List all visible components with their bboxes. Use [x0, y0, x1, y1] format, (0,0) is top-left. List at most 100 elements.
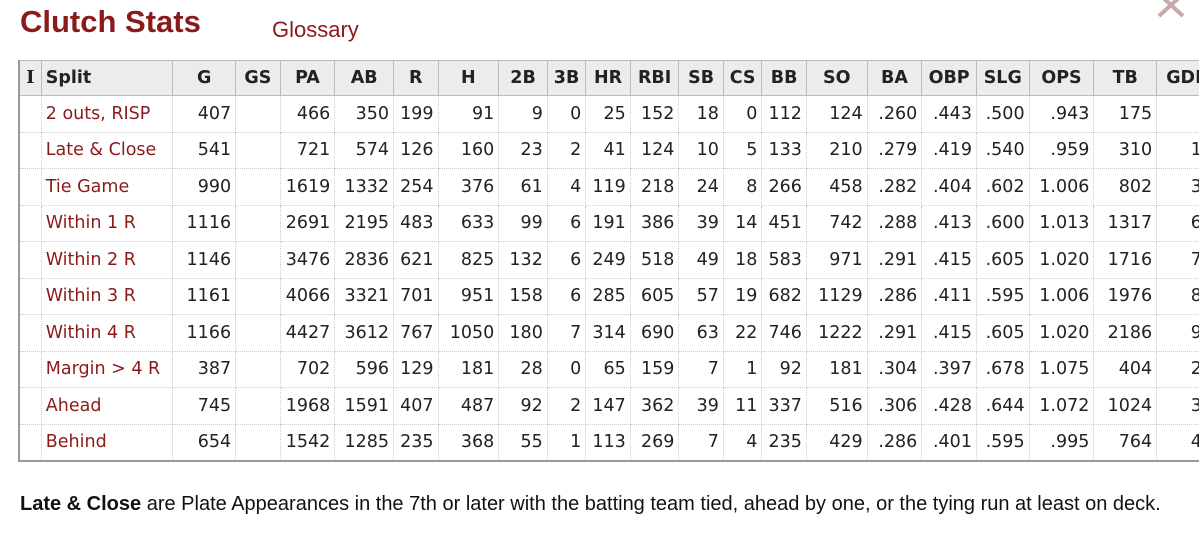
stat-cell: 49	[678, 241, 724, 279]
stat-cell: 2	[547, 132, 587, 169]
split-name[interactable]: Late & Close	[41, 132, 174, 169]
stat-cell: 7	[678, 424, 724, 462]
stat-cell: .401	[921, 424, 977, 462]
stat-cell: 28	[498, 351, 548, 388]
stat-cell: 971	[806, 241, 868, 279]
stat-cell: .605	[976, 241, 1030, 279]
stat-cell: 0	[547, 95, 587, 133]
split-name[interactable]: Within 2 R	[41, 241, 174, 279]
stat-cell: 1.006	[1029, 278, 1095, 315]
stat-cell: 18	[723, 241, 763, 279]
stat-cell: .995	[1029, 424, 1095, 462]
stat-cell: 487	[438, 387, 500, 425]
stat-cell: 199	[393, 95, 439, 133]
stat-cell: .291	[867, 314, 923, 352]
stat-cell: 4427	[280, 314, 336, 352]
stat-cell: 802	[1093, 168, 1158, 206]
split-name[interactable]: Ahead	[41, 387, 174, 425]
stat-cell: 18	[678, 95, 724, 133]
stat-cell: 702	[280, 351, 336, 388]
stat-cell: 254	[393, 168, 439, 206]
stat-cell: 7	[547, 314, 587, 352]
stat-cell: 458	[806, 168, 868, 206]
empty-cell	[235, 95, 281, 133]
row-marker-cell	[17, 241, 42, 279]
stat-cell: 160	[438, 132, 500, 169]
stat-cell: 3321	[334, 278, 394, 315]
page-title: Clutch Stats	[20, 4, 201, 39]
stat-cell: 152	[630, 95, 680, 133]
stat-cell: 1.013	[1029, 205, 1095, 242]
stat-cell: .411	[921, 278, 977, 315]
split-name[interactable]: Within 1 R	[41, 205, 174, 242]
stat-cell: 0	[723, 95, 763, 133]
stat-cell: 8	[723, 168, 763, 206]
stat-cell: 541	[172, 132, 237, 169]
stat-cell: 1619	[280, 168, 336, 206]
stat-cell: 764	[1093, 424, 1158, 462]
stat-cell: 1161	[172, 278, 237, 315]
column-header: GDP	[1156, 60, 1199, 96]
stat-cell: 337	[761, 387, 807, 425]
stat-cell: 210	[806, 132, 868, 169]
stat-cell: 2691	[280, 205, 336, 242]
column-header: H	[437, 60, 500, 96]
empty-cell	[235, 132, 281, 169]
stat-cell: 407	[393, 387, 439, 425]
stat-cell: 407	[172, 95, 237, 133]
stat-cell: 1968	[280, 387, 336, 425]
stat-cell: 92	[498, 387, 548, 425]
stat-cell: .282	[867, 168, 923, 206]
stat-cell: 6	[547, 205, 587, 242]
split-name[interactable]: Behind	[41, 424, 174, 462]
stat-cell: 1285	[334, 424, 394, 462]
column-header: 3B	[546, 60, 587, 96]
empty-cell	[235, 278, 281, 315]
table-row: Margin > 4 R 387 702 596 129 181 28 0 65 159 7 1 92 1…	[17, 351, 1199, 388]
stat-cell: 3612	[334, 314, 394, 352]
stat-cell: .605	[976, 314, 1030, 352]
stat-cell: 14	[723, 205, 763, 242]
stat-cell: 78	[1156, 241, 1199, 279]
stat-cell: .540	[976, 132, 1030, 169]
stat-cell: 574	[334, 132, 394, 169]
column-header: AB	[334, 60, 394, 96]
stat-cell: 466	[280, 95, 336, 133]
stat-cell: 19	[723, 278, 763, 315]
stat-cell: 1332	[334, 168, 394, 206]
split-name[interactable]: Tie Game	[41, 168, 174, 206]
stat-cell: .415	[921, 241, 977, 279]
glossary-link[interactable]: Glossary	[272, 17, 359, 42]
stat-cell: .404	[921, 168, 977, 206]
split-name[interactable]: Within 3 R	[41, 278, 174, 315]
stat-cell: 386	[630, 205, 680, 242]
split-name[interactable]: 2 outs, RISP	[41, 95, 174, 133]
stat-cell: .413	[921, 205, 977, 242]
row-marker-cell	[17, 351, 42, 388]
stat-cell: 690	[630, 314, 680, 352]
stat-cell: 1024	[1093, 387, 1158, 425]
stat-cell: 39	[678, 205, 724, 242]
stats-table: I Split G GS PA AB R H 2B 3B HR RBI SB CS BB SO BA OBP SLG…	[17, 60, 1199, 462]
stat-cell: 124	[630, 132, 680, 169]
stat-cell: .415	[921, 314, 977, 352]
stat-cell: 1542	[280, 424, 336, 462]
stat-cell: 1166	[172, 314, 237, 352]
stat-cell: 605	[630, 278, 680, 315]
stat-cell: 1.075	[1029, 351, 1095, 388]
table-row: Late & Close 541 721 574 126 160 23 2 41 124 10 5 13…	[17, 132, 1199, 169]
stat-cell: 3476	[280, 241, 336, 279]
stat-cell: 314	[585, 314, 631, 352]
column-header: SB	[678, 60, 724, 96]
close-button[interactable]	[1153, 0, 1193, 24]
stat-cell: 159	[630, 351, 680, 388]
stat-cell: 46	[1156, 424, 1199, 462]
split-name[interactable]: Margin > 4 R	[41, 351, 174, 388]
column-header: SO	[805, 60, 868, 96]
split-name[interactable]: Within 4 R	[41, 314, 174, 352]
column-header: I	[17, 60, 42, 96]
table-row: Within 4 R 1166 4427 3612 767 1050 180 7 314 690 6…	[17, 314, 1199, 352]
stat-cell: 11	[723, 387, 763, 425]
stat-cell: 596	[334, 351, 394, 388]
